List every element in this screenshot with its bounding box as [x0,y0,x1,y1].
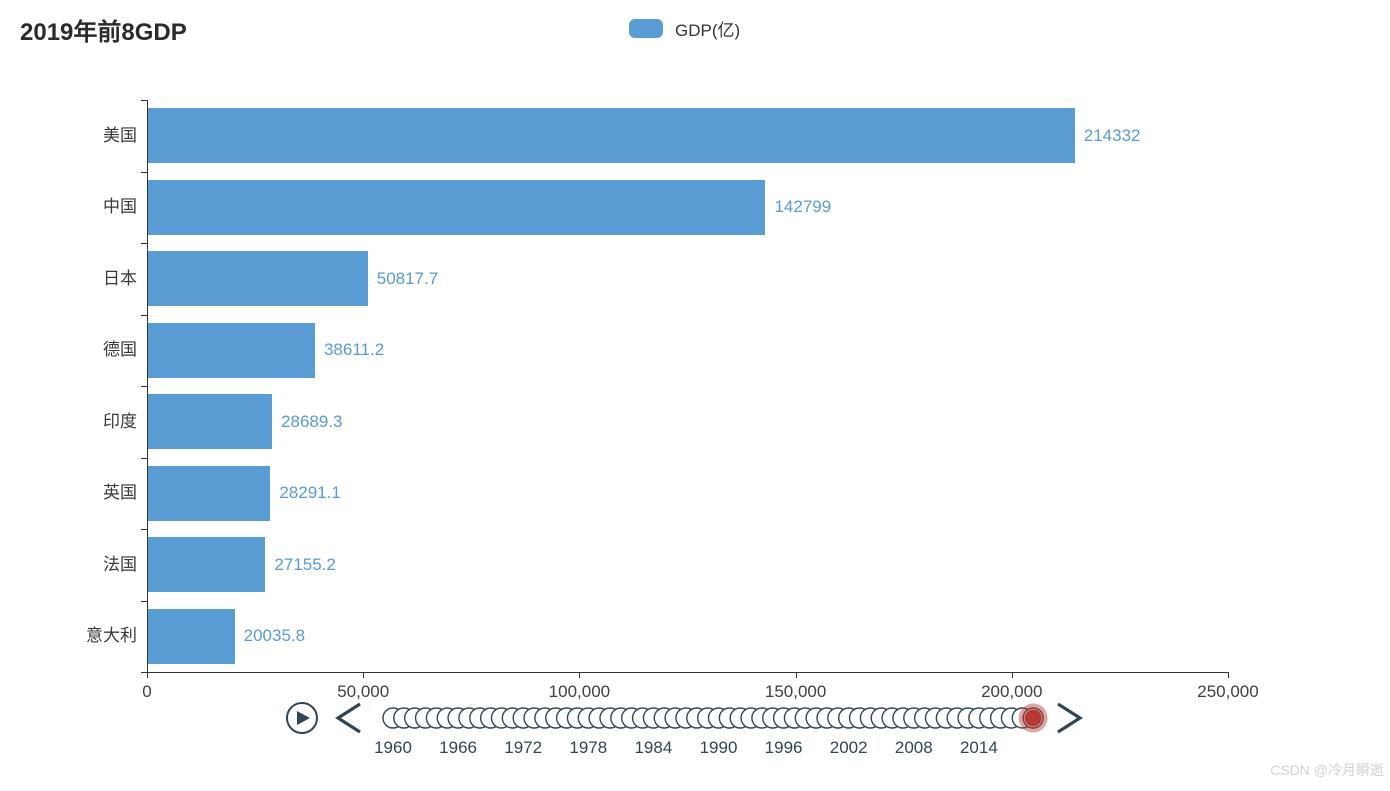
y-axis-tick [141,386,147,387]
bar-value-label: 28689.3 [281,411,343,431]
y-axis-tick [141,600,147,602]
bar[interactable] [148,179,766,235]
chart-title: 2019年前8GDP [20,19,187,46]
legend-marker-icon [629,19,663,38]
timeline-year-label-1984[interactable]: 1984 [634,738,673,757]
timeline-year-label-2002[interactable]: 2002 [829,738,868,757]
x-axis-tick-label: 0 [142,682,152,701]
y-axis-label: 美国 [103,125,137,145]
y-axis-label: 德国 [103,340,137,360]
y-axis-label: 法国 [103,554,137,574]
y-axis-label: 意大利 [86,626,137,646]
timeline-year-label-1960[interactable]: 1960 [374,738,412,757]
y-axis-label: 英国 [103,483,137,503]
x-axis-tick-label: 250,000 [1197,682,1259,701]
bar[interactable] [148,537,266,593]
x-axis-tick [363,673,365,678]
timeline-year-label-1972[interactable]: 1972 [504,738,543,757]
timeline-year-label-2008[interactable]: 2008 [894,738,933,757]
bar-value-label: 20035.8 [243,626,306,646]
timeline-year-label-2014[interactable]: 2014 [959,738,998,757]
y-axis-tick [141,314,147,316]
bar-value-label: 214332 [1083,125,1141,145]
y-axis-tick [141,171,147,173]
timeline [286,702,1083,734]
x-axis-tick [795,673,797,678]
timeline-year-label-1966[interactable]: 1966 [439,738,477,757]
timeline-checkpoint[interactable] [1024,709,1042,727]
legend-label: GDP(亿) [675,21,741,40]
play-triangle-icon[interactable] [297,711,310,725]
y-axis-tick [141,243,147,244]
bar-value-label: 50817.7 [376,268,439,288]
x-axis-tick-label: 150,000 [764,682,827,701]
x-axis-tick [1011,673,1013,678]
y-axis-tick [141,529,147,530]
y-axis-label: 印度 [103,411,137,431]
x-axis-tick [147,673,148,678]
x-axis-tick [579,673,581,678]
x-axis-tick-label: 50,000 [337,682,390,701]
timeline-year-label-1996[interactable]: 1996 [764,738,803,757]
bar[interactable] [148,394,273,450]
chevron-right-icon[interactable] [1057,702,1083,734]
bar[interactable] [148,465,271,521]
bar-value-label: 28291.1 [279,483,341,503]
y-axis-tick [141,457,147,459]
bar-value-label: 38611.2 [323,340,385,360]
bar-value-label: 27155.2 [274,554,336,574]
bar-value-label: 142799 [774,197,832,217]
x-axis-tick [1228,673,1229,678]
y-axis-label: 中国 [103,197,137,217]
bar[interactable] [148,251,368,307]
timeline-year-label-1990[interactable]: 1990 [699,738,738,757]
legend-item-gdp[interactable]: GDP(亿) [629,16,740,41]
y-axis-tick [141,100,147,101]
bar[interactable] [148,322,315,378]
y-axis-tick [141,672,147,673]
timeline-year-label-1978[interactable]: 1978 [569,738,608,757]
x-axis-line [147,672,1229,673]
y-axis-line [147,100,148,672]
chevron-left-icon[interactable] [335,702,361,734]
watermark: CSDN @冷月瞬逝 [1270,762,1384,778]
bar[interactable] [148,608,235,664]
bar[interactable] [148,108,1075,164]
x-axis-tick-label: 100,000 [548,682,611,701]
x-axis-tick-label: 200,000 [981,682,1043,701]
y-axis-label: 日本 [103,268,137,288]
